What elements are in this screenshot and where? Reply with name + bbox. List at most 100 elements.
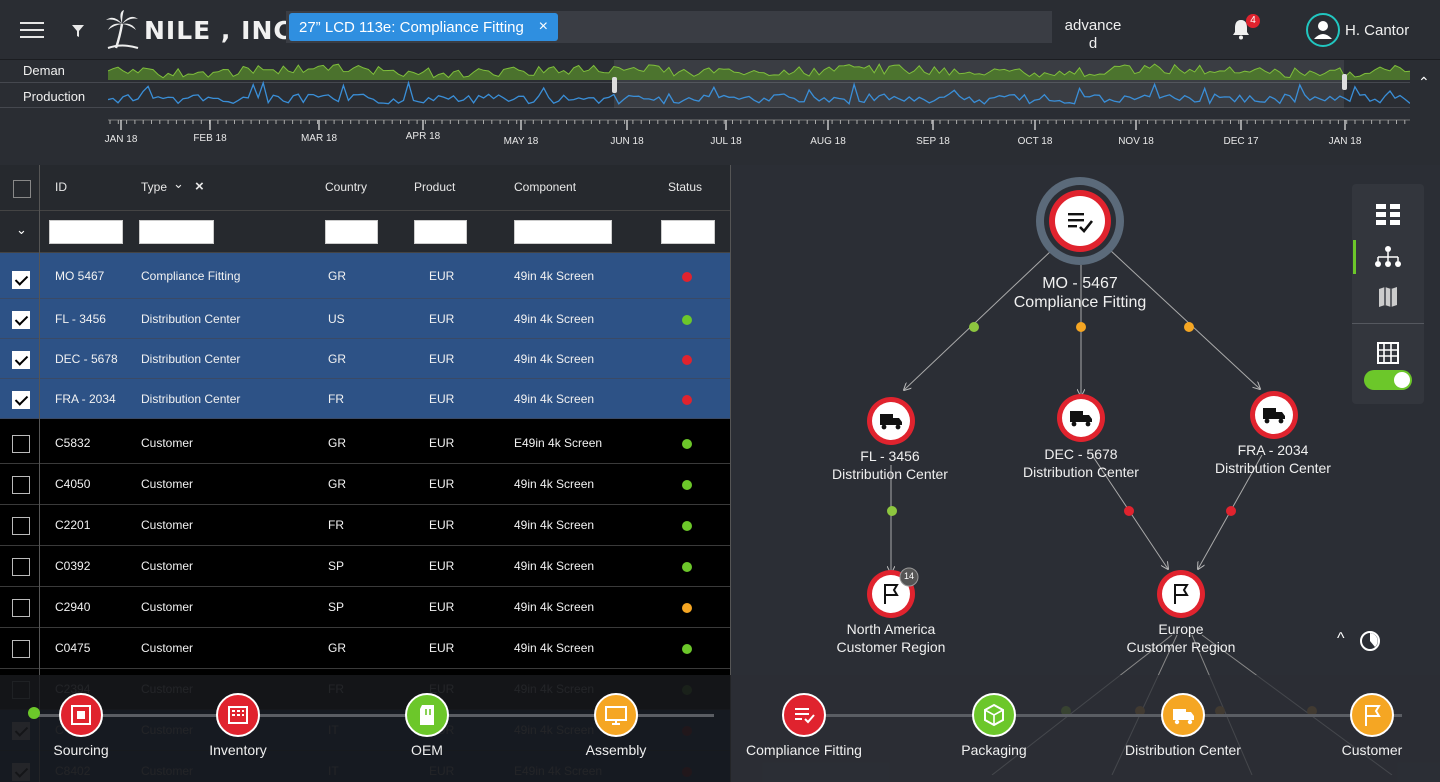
chip-close-icon[interactable]: × bbox=[538, 18, 548, 35]
stage-oem-button[interactable] bbox=[405, 693, 449, 737]
checklist-icon bbox=[795, 708, 815, 724]
bell-icon[interactable] bbox=[1230, 18, 1252, 40]
node-label-line: Europe bbox=[1158, 621, 1204, 637]
search-filter-chip[interactable]: 27” LCD 113e: Compliance Fitting × bbox=[289, 13, 558, 41]
header-type[interactable]: Type bbox=[141, 180, 168, 194]
cell-id: C0392 bbox=[55, 559, 91, 573]
component-filter-input[interactable] bbox=[514, 220, 612, 244]
stage-customer-button[interactable] bbox=[1350, 693, 1394, 737]
id-filter-input[interactable] bbox=[49, 220, 123, 244]
table-row[interactable]: C2940 Customer SP EUR 49in 4k Screen bbox=[0, 587, 730, 628]
cell-component: 49in 4k Screen bbox=[514, 641, 595, 655]
stage-assembly-button[interactable] bbox=[594, 693, 638, 737]
row-checkbox[interactable] bbox=[12, 517, 30, 535]
header-product[interactable]: Product bbox=[414, 180, 456, 194]
cell-product: EUR bbox=[429, 641, 455, 655]
month-label: SEP 18 bbox=[916, 136, 950, 147]
stage-distribution-center-button[interactable] bbox=[1161, 693, 1205, 737]
product-filter-input[interactable] bbox=[414, 220, 467, 244]
type-sort-icon[interactable]: ⌄ bbox=[173, 176, 184, 191]
table-row[interactable]: FRA - 2034 Distribution Center FR EUR 49in 4… bbox=[0, 379, 730, 419]
expand-filters-icon[interactable]: ⌄ bbox=[16, 222, 27, 237]
cell-type: Customer bbox=[141, 477, 194, 491]
hierarchy-icon[interactable] bbox=[1374, 244, 1402, 270]
table-row[interactable]: FL - 3456 Distribution Center US EUR 49in 4k… bbox=[0, 299, 730, 339]
node-compliance-fitting[interactable] bbox=[1036, 177, 1124, 265]
cell-id: FRA - 2034 bbox=[55, 392, 116, 406]
month-label: JAN 18 bbox=[104, 134, 138, 145]
table-row[interactable]: C0392 Customer SP EUR 49in 4k Screen bbox=[0, 546, 730, 587]
node-dec-5678[interactable] bbox=[1057, 394, 1105, 442]
table-row[interactable]: C5832 Customer GR EUR E49in 4k Screen bbox=[0, 423, 730, 464]
node-label-line: Customer Region bbox=[1126, 639, 1236, 655]
stage-sourcing-button[interactable] bbox=[59, 693, 103, 737]
row-checkbox[interactable] bbox=[12, 311, 30, 329]
header-country[interactable]: Country bbox=[325, 180, 368, 194]
timeline-chart[interactable] bbox=[108, 60, 1410, 135]
advanced-search-link[interactable]: advance d bbox=[1060, 17, 1126, 53]
node-fra-2034[interactable] bbox=[1250, 391, 1298, 439]
chart-mode-icon[interactable] bbox=[1359, 630, 1381, 652]
node-north-america[interactable] bbox=[867, 567, 919, 618]
node-europe[interactable] bbox=[1157, 570, 1205, 618]
table-row[interactable]: MO 5467 Compliance Fitting GR EUR 49in 4k Sc… bbox=[0, 253, 730, 299]
row-checkbox[interactable] bbox=[12, 435, 30, 453]
status-dot bbox=[682, 480, 692, 490]
node-label-line: Distribution Center bbox=[1023, 464, 1139, 480]
filter-icon[interactable] bbox=[71, 24, 85, 38]
grid-toggle[interactable] bbox=[1364, 370, 1412, 390]
pipeline-start-dot[interactable] bbox=[28, 707, 40, 719]
type-clear-icon[interactable]: × bbox=[195, 178, 204, 195]
cell-type: Customer bbox=[141, 559, 194, 573]
chip-label: 27” LCD 113e: Compliance Fitting bbox=[299, 18, 524, 36]
table-row[interactable]: C4050 Customer GR EUR 49in 4k Screen bbox=[0, 464, 730, 505]
package-icon bbox=[984, 703, 1004, 727]
header-id[interactable]: ID bbox=[55, 180, 67, 194]
menu-icon[interactable] bbox=[20, 22, 44, 38]
cell-type: Distribution Center bbox=[141, 352, 241, 366]
cell-country: FR bbox=[328, 518, 344, 532]
count-badge bbox=[899, 567, 919, 587]
edge-status-dot bbox=[1226, 506, 1236, 516]
map-icon[interactable] bbox=[1374, 284, 1402, 310]
node-label-line: FL - 3456 bbox=[860, 448, 920, 464]
header-status[interactable]: Status bbox=[668, 180, 703, 194]
table-row[interactable]: DEC - 5678 Distribution Center GR EUR 49in 4… bbox=[0, 339, 730, 379]
row-checkbox[interactable] bbox=[12, 351, 30, 369]
range-handle-right[interactable] bbox=[1342, 74, 1347, 90]
row-checkbox[interactable] bbox=[12, 558, 30, 576]
stage-inventory-button[interactable] bbox=[216, 693, 260, 737]
table-row[interactable]: C2201 Customer FR EUR 49in 4k Screen bbox=[0, 505, 730, 546]
stage-compliance-fitting-button[interactable] bbox=[782, 693, 826, 737]
grid-icon[interactable] bbox=[1374, 340, 1402, 366]
table-row[interactable]: C0475 Customer GR EUR 49in 4k Screen bbox=[0, 628, 730, 669]
node-fl-3456[interactable] bbox=[867, 397, 915, 445]
node-label-line: Distribution Center bbox=[1215, 460, 1331, 476]
month-label: MAR 18 bbox=[300, 133, 338, 144]
list-view-icon[interactable] bbox=[1374, 202, 1402, 228]
row-checkbox[interactable] bbox=[12, 476, 30, 494]
month-label: NOV 18 bbox=[1118, 136, 1154, 147]
type-filter-input[interactable] bbox=[139, 220, 214, 244]
timeline-row-label: Production bbox=[23, 89, 86, 104]
cell-component: 49in 4k Screen bbox=[514, 312, 595, 326]
collapse-timeline-icon[interactable]: ⌃ bbox=[1418, 74, 1430, 90]
country-filter-input[interactable] bbox=[325, 220, 378, 244]
select-all-checkbox[interactable] bbox=[13, 180, 31, 198]
row-checkbox[interactable] bbox=[12, 640, 30, 658]
table-header-row: ID Type ⌄ × Country Product Component St… bbox=[0, 165, 730, 211]
dc3-node-label: FRA - 2034 Distribution Center bbox=[1215, 441, 1331, 477]
palm-tree-icon bbox=[106, 10, 139, 49]
monitor-icon bbox=[605, 706, 627, 725]
row-checkbox[interactable] bbox=[12, 391, 30, 409]
range-handle-left[interactable] bbox=[612, 77, 617, 93]
expand-up-icon[interactable]: ^ bbox=[1337, 630, 1345, 647]
cell-component: 49in 4k Screen bbox=[514, 392, 595, 406]
row-checkbox[interactable] bbox=[12, 599, 30, 617]
stage-packaging-button[interactable] bbox=[972, 693, 1016, 737]
avatar[interactable] bbox=[1306, 13, 1340, 47]
header-component[interactable]: Component bbox=[514, 180, 577, 194]
status-filter-input[interactable] bbox=[661, 220, 715, 244]
row-checkbox[interactable] bbox=[12, 271, 30, 289]
month-label: MAY 18 bbox=[503, 136, 539, 147]
